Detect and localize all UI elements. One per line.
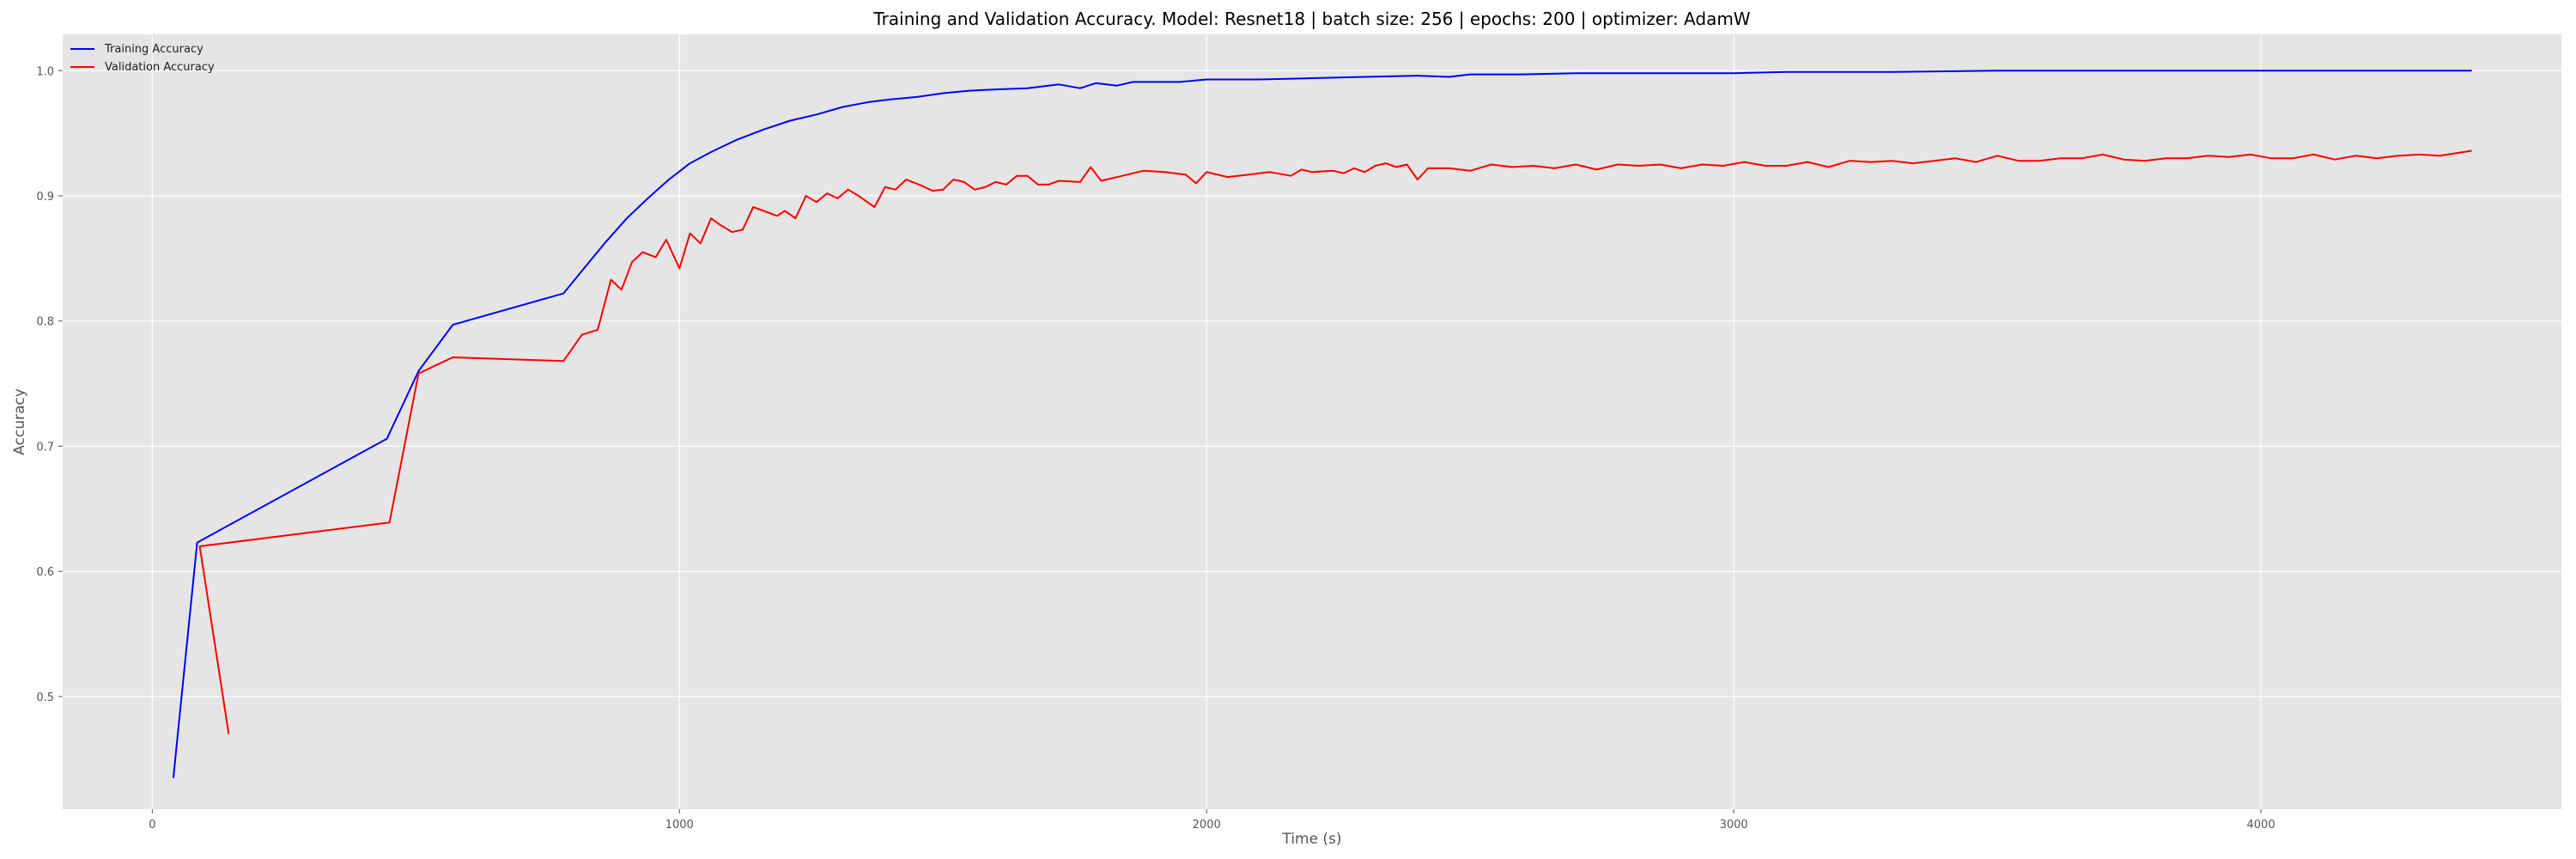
x-axis-label: Time (s) bbox=[1281, 831, 1341, 848]
y-tick-label: 0.5 bbox=[36, 691, 54, 704]
y-tick-label: 0.7 bbox=[36, 441, 54, 454]
y-tick-label: 0.8 bbox=[36, 316, 54, 329]
x-tick-label: 0 bbox=[149, 819, 155, 832]
chart-title: Training and Validation Accuracy. Model:… bbox=[872, 9, 1750, 29]
legend-label-validation: Validation Accuracy bbox=[105, 61, 215, 74]
y-axis-label: Accuracy bbox=[11, 388, 28, 455]
x-tick-label: 3000 bbox=[1720, 819, 1748, 832]
series-line-validation bbox=[198, 149, 2472, 734]
series-line-training bbox=[172, 70, 2472, 778]
y-tick-label: 1.0 bbox=[36, 65, 54, 78]
series-layer bbox=[172, 70, 2472, 778]
x-tick-label: 1000 bbox=[665, 819, 694, 832]
y-tick-label: 0.6 bbox=[36, 566, 54, 579]
grid bbox=[63, 34, 2561, 809]
ticks: 0 1000 2000 3000 4000 0.5 0.6 0.7 0.8 0.9 1.0 bbox=[36, 65, 2275, 832]
x-tick-label: 2000 bbox=[1193, 819, 1221, 832]
legend: Training Accuracy Validation Accuracy bbox=[70, 43, 215, 74]
plot-background bbox=[63, 34, 2561, 809]
legend-label-training: Training Accuracy bbox=[104, 43, 204, 56]
y-tick-label: 0.9 bbox=[36, 191, 54, 204]
x-tick-label: 4000 bbox=[2247, 819, 2275, 832]
